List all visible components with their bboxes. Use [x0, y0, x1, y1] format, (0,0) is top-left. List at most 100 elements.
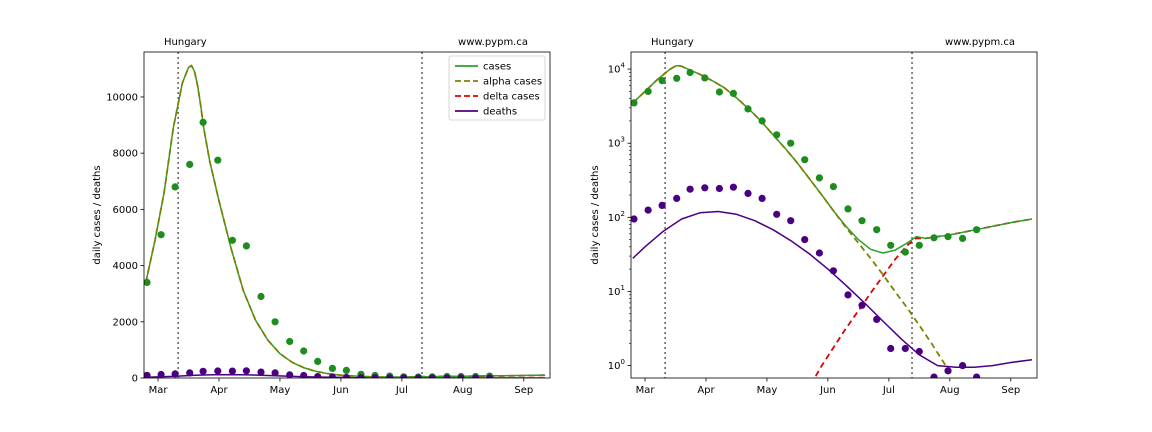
left-cases-reported-point [328, 364, 336, 372]
right-cases-reported-point [959, 234, 967, 242]
left-x-tick-label: Jul [395, 385, 408, 396]
right-deaths-reported-point [858, 301, 866, 309]
right-y-tick-label: 103 [608, 136, 625, 150]
left-deaths-reported-point [472, 374, 480, 378]
right-x-tick-label: May [757, 385, 778, 396]
right-x-tick-label: Jun [819, 385, 836, 396]
left-x-tick-label: Jun [332, 385, 349, 396]
right-x-tick-label: Aug [940, 385, 960, 396]
left-alpha-cases-line [144, 64, 463, 378]
right-deaths-reported-point [673, 194, 681, 202]
right-y-tick-label: 101 [608, 284, 625, 298]
right-deaths-reported-point [631, 215, 638, 223]
left-x-tick-label: Mar [149, 385, 169, 396]
left-plot-frame [143, 51, 551, 379]
right-y-tick-label: 100 [608, 358, 625, 372]
right-cases-reported-point [773, 131, 781, 139]
right-cases-reported-point [729, 89, 738, 97]
left-cases-reported-point [186, 160, 194, 168]
left-x-tick-label: May [270, 385, 291, 396]
left-cases-reported-point [199, 118, 207, 126]
right-x-tick-label: Jul [882, 385, 895, 396]
left-deaths-reported-point [157, 370, 165, 378]
right-deaths-reported-point [873, 315, 881, 323]
left-deaths-reported-point [242, 367, 250, 375]
left-country-label: Hungary [164, 37, 207, 48]
right-deaths-reported-point [973, 373, 981, 378]
left-y-axis-label: daily cases / deaths [92, 165, 103, 264]
left-cases-reported-point [271, 318, 279, 326]
right-deaths-reported-point [887, 344, 895, 353]
right-deaths-reported-point [715, 184, 724, 193]
right-cases-reported-point [915, 241, 923, 249]
left-deaths-reported-point [371, 374, 379, 378]
right-deaths-reported-point [930, 373, 938, 378]
left-deaths-reported-point [400, 374, 408, 378]
right-alpha-cases-line [632, 64, 954, 377]
right-cases-reported-point [715, 88, 724, 96]
right-x-tick-label: Sep [1001, 385, 1020, 396]
left-y-tick-label: 10000 [106, 92, 138, 103]
right-x-tick-label: Apr [697, 385, 715, 396]
left-deaths-reported-point [486, 374, 494, 378]
legend-cases-label: cases [483, 62, 511, 73]
left-deaths-reported-point [214, 367, 222, 375]
right-deaths-reported-point [787, 217, 795, 225]
right-deaths-reported-point [915, 347, 923, 356]
right-cases-reported-point [701, 74, 709, 82]
right-deaths-reported-point [686, 185, 694, 193]
right-x-tick-label: Mar [636, 385, 656, 396]
left-deaths-reported-point [186, 369, 194, 377]
left-deaths-reported-point [342, 373, 350, 378]
right-cases-reported-point [658, 77, 666, 85]
left-chart-panel: Hungary www.pypm.ca daily cases / deaths… [92, 37, 551, 396]
right-deaths-reported-point [815, 249, 824, 257]
left-deaths-reported-point [199, 367, 207, 375]
left-cases-reported-point [286, 337, 294, 346]
left-cases-reported-point [214, 156, 222, 164]
left-cases-reported-point [144, 278, 151, 286]
right-cases-reported-point [644, 87, 652, 95]
left-y-tick-label: 8000 [113, 149, 138, 160]
right-deaths-reported-point [729, 183, 738, 191]
right-cases-reported-point [787, 139, 795, 147]
right-cases-reported-point [815, 174, 824, 182]
left-deaths-reported-point [314, 373, 322, 378]
left-deaths-reported-point [300, 371, 308, 378]
right-y-axis-label: daily cases / deaths [590, 165, 601, 264]
right-cases-reported-point [758, 117, 766, 125]
right-cases-reported-point [829, 183, 838, 191]
right-chart-panel: Hungary www.pypm.ca daily cases / deaths… [590, 37, 1038, 396]
right-y-tick-label: 104 [608, 62, 626, 76]
left-cases-reported-point [257, 292, 265, 301]
left-deaths-reported-point [457, 374, 465, 378]
right-cases-reported-point [973, 226, 981, 234]
legend-box [448, 55, 546, 121]
left-cases-reported-point [342, 366, 350, 374]
left-site-label: www.pypm.ca [458, 37, 528, 48]
right-deaths-reported-point [644, 206, 652, 214]
left-deaths-reported-point [228, 367, 236, 375]
right-cases-reported-point [873, 226, 881, 234]
right-deaths-reported-point [901, 344, 909, 353]
right-deaths-reported-point [959, 362, 967, 370]
right-deaths-reported-point [758, 194, 766, 202]
left-deaths-reported-point [386, 374, 394, 378]
right-deaths-line [632, 210, 1033, 368]
left-cases-reported-point [171, 183, 179, 191]
legend-delta-cases-label: delta cases [483, 92, 540, 103]
left-y-tick-label: 6000 [113, 205, 138, 216]
right-deaths-reported-point [773, 210, 781, 218]
right-cases-reported-point [673, 74, 681, 82]
right-deaths-reported-point [829, 267, 838, 275]
right-y-tick-label: 102 [608, 210, 625, 224]
right-cases-reported-point [844, 205, 852, 213]
left-deaths-reported-point [271, 369, 279, 377]
right-cases-reported-point [887, 241, 895, 249]
right-site-label: www.pypm.ca [945, 37, 1015, 48]
left-cases-reported-point [157, 231, 165, 239]
left-cases-reported-point [242, 242, 250, 250]
right-cases-reported-point [930, 234, 938, 242]
right-cases-reported-point [686, 68, 694, 77]
